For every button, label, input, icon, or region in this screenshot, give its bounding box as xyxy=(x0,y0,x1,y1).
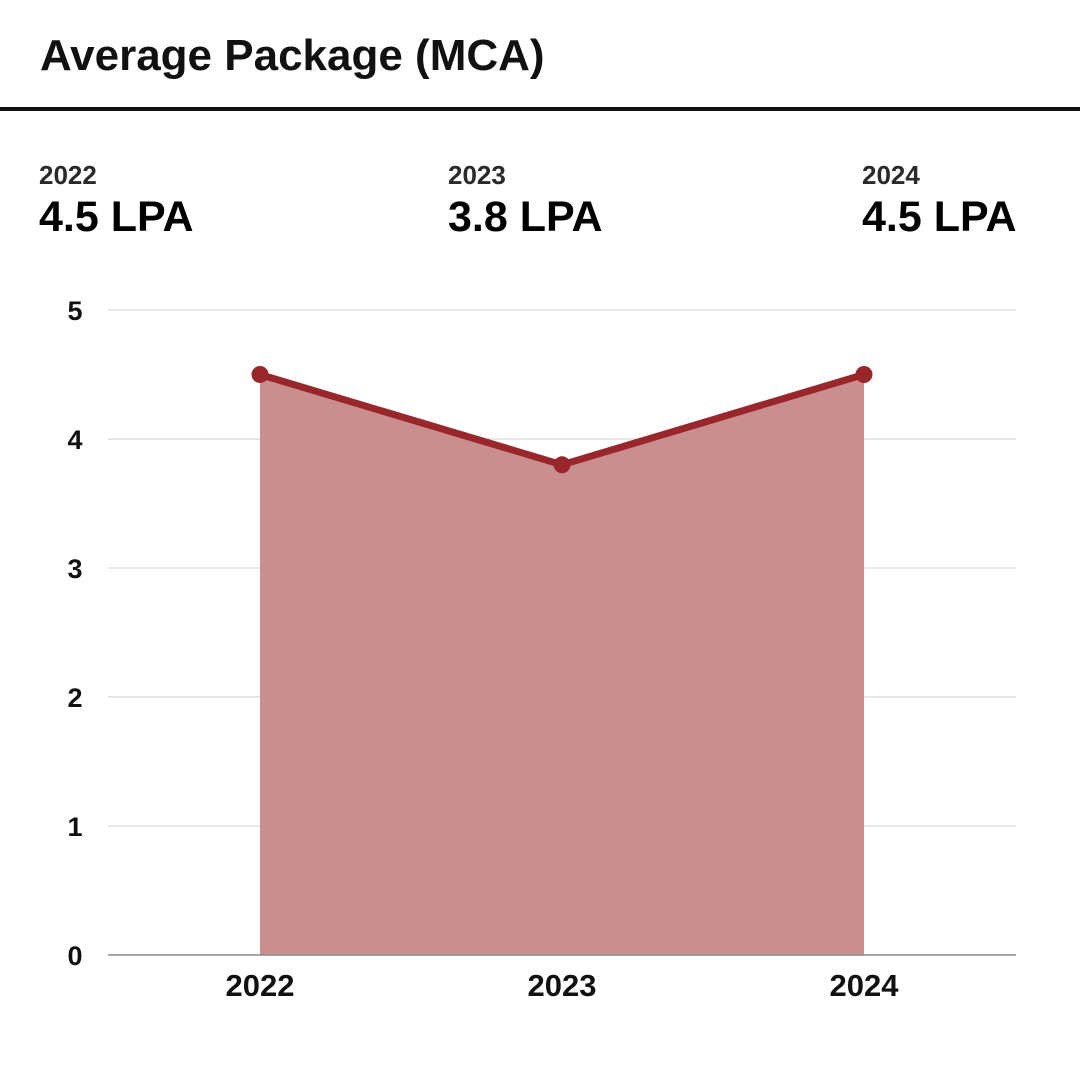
y-tick-label: 5 xyxy=(67,296,82,326)
stat-card-2024: 2024 4.5 LPA xyxy=(862,162,1017,239)
data-point xyxy=(553,456,571,474)
x-tick-label: 2023 xyxy=(528,968,597,1003)
stat-value: 3.8 LPA xyxy=(448,193,603,241)
data-points xyxy=(251,366,873,474)
x-tick-labels: 2022 2023 2024 xyxy=(226,968,900,1003)
stat-card-2023: 2023 3.8 LPA xyxy=(448,162,603,239)
title-divider xyxy=(0,107,1080,111)
area-fill-layer xyxy=(260,374,864,955)
stat-value: 4.5 LPA xyxy=(39,193,194,241)
stat-year: 2023 xyxy=(448,160,506,190)
stat-year: 2022 xyxy=(39,160,97,190)
y-tick-labels: 0 1 2 3 4 5 xyxy=(67,296,82,971)
chart-title: Average Package (MCA) xyxy=(40,31,545,80)
y-tick-label: 1 xyxy=(67,812,82,842)
y-tick-label: 3 xyxy=(67,554,82,584)
area-fill xyxy=(260,374,864,955)
x-tick-label: 2024 xyxy=(830,968,900,1003)
stat-year: 2024 xyxy=(862,160,920,190)
data-point xyxy=(251,366,269,383)
y-tick-label: 4 xyxy=(67,425,82,455)
y-tick-label: 2 xyxy=(67,683,82,713)
stat-card-2022: 2022 4.5 LPA xyxy=(39,162,194,239)
y-tick-label: 0 xyxy=(67,941,82,971)
stat-value: 4.5 LPA xyxy=(862,193,1017,241)
x-tick-label: 2022 xyxy=(226,968,295,1003)
data-point xyxy=(855,366,873,383)
